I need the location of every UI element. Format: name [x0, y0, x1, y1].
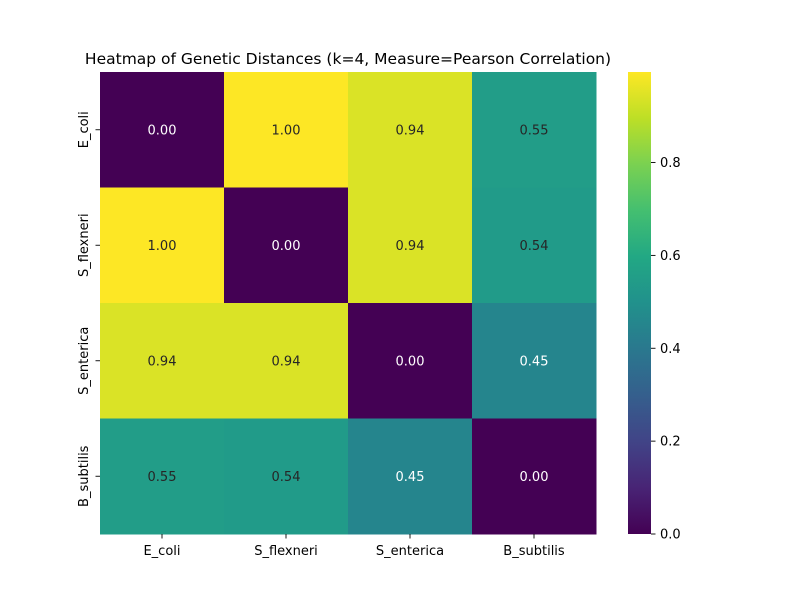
heatmap-cell-S_flexneri-E_coli	[100, 187, 225, 304]
heatmap-cell-S_enterica-B_subtilis	[472, 303, 597, 419]
cell-value-label-E_coli-E_coli: 0.00	[148, 123, 177, 138]
cell-value-label-S_enterica-B_subtilis: 0.45	[520, 354, 549, 369]
colorbar-tick-label-4: 0.8	[660, 156, 681, 171]
cell-value-label-B_subtilis-B_subtilis: 0.00	[520, 470, 549, 485]
heatmap-cell-B_subtilis-B_subtilis	[472, 418, 597, 535]
heatmap-cell-B_subtilis-S_flexneri	[224, 418, 349, 535]
heatmap-cell-E_coli-E_coli	[100, 72, 225, 188]
heatmap-cell-S_flexneri-S_enterica	[348, 187, 473, 304]
x-tick-label-B_subtilis: B_subtilis	[503, 544, 565, 559]
heatmap-cell-labels: 0.00 1.00 0.94 0.55 1.00 0.00 0.94 0.54 0.94 0.94…	[148, 123, 549, 485]
cell-value-label-S_flexneri-B_subtilis: 0.54	[520, 239, 549, 254]
heatmap-cell-S_enterica-S_flexneri	[224, 303, 349, 419]
cell-value-label-S_enterica-E_coli: 0.94	[148, 354, 177, 369]
x-tick-label-S_enterica: S_enterica	[376, 544, 444, 559]
x-tick-label-S_flexneri: S_flexneri	[254, 544, 318, 559]
heatmap-cell-E_coli-S_flexneri	[224, 72, 349, 188]
heatmap-cell-E_coli-S_enterica	[348, 72, 473, 188]
heatmap-cell-S_enterica-E_coli	[100, 303, 225, 419]
x-axis: E_coli S_flexneri S_enterica B_subtilis	[143, 534, 565, 559]
y-axis: E_coli S_flexneri S_enterica B_subtilis	[77, 111, 100, 507]
colorbar-tick-label-1: 0.2	[660, 435, 681, 450]
cell-value-label-B_subtilis-E_coli: 0.55	[148, 470, 177, 485]
cell-value-label-S_flexneri-E_coli: 1.00	[148, 239, 177, 254]
cell-value-label-S_flexneri-S_flexneri: 0.00	[272, 239, 301, 254]
colorbar: 0.0 0.2 0.4 0.6 0.8	[628, 72, 681, 543]
y-tick-label-E_coli: E_coli	[77, 111, 92, 148]
heatmap-cell-B_subtilis-E_coli	[100, 418, 225, 535]
cell-value-label-S_enterica-S_enterica: 0.00	[396, 354, 425, 369]
heatmap-cell-S_flexneri-S_flexneri	[224, 187, 349, 304]
y-tick-label-S_enterica: S_enterica	[77, 327, 92, 395]
colorbar-tick-label-0: 0.0	[660, 528, 681, 543]
heatmap-cell-S_enterica-S_enterica	[348, 303, 473, 419]
cell-value-label-S_flexneri-S_enterica: 0.94	[396, 239, 425, 254]
cell-value-label-B_subtilis-S_flexneri: 0.54	[272, 470, 301, 485]
cell-value-label-E_coli-S_enterica: 0.94	[396, 123, 425, 138]
x-tick-label-E_coli: E_coli	[143, 544, 180, 559]
y-tick-label-B_subtilis: B_subtilis	[77, 445, 92, 507]
colorbar-ticks: 0.0 0.2 0.4 0.6 0.8	[651, 156, 681, 543]
cell-value-label-S_enterica-S_flexneri: 0.94	[272, 354, 301, 369]
colorbar-tick-label-2: 0.4	[660, 342, 681, 357]
chart-title: Heatmap of Genetic Distances (k=4, Measu…	[85, 50, 611, 68]
heatmap-cells	[100, 72, 597, 535]
heatmap-cell-S_flexneri-B_subtilis	[472, 187, 597, 304]
heatmap-cell-E_coli-B_subtilis	[472, 72, 597, 188]
heatmap-cell-B_subtilis-S_enterica	[348, 418, 473, 535]
cell-value-label-B_subtilis-S_enterica: 0.45	[396, 470, 425, 485]
y-tick-label-S_flexneri: S_flexneri	[77, 213, 92, 277]
cell-value-label-E_coli-S_flexneri: 1.00	[272, 123, 301, 138]
cell-value-label-E_coli-B_subtilis: 0.55	[520, 123, 549, 138]
colorbar-tick-label-3: 0.6	[660, 249, 681, 264]
colorbar-gradient	[628, 72, 651, 534]
